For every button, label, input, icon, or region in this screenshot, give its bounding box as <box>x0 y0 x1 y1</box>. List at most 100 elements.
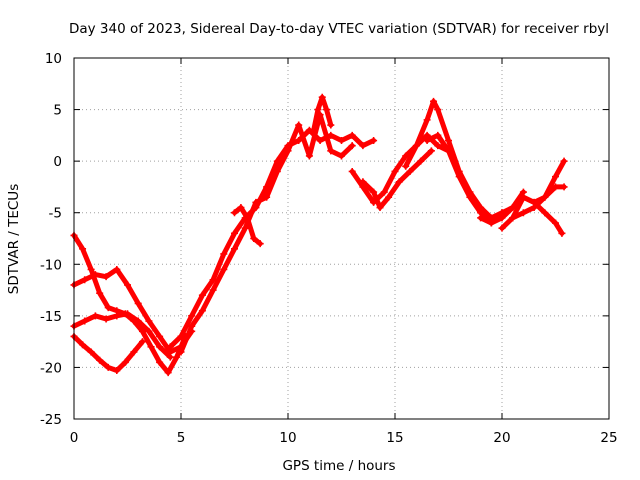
data-point <box>198 307 206 315</box>
data-point <box>327 121 335 129</box>
data-point <box>338 152 345 160</box>
data-point <box>177 332 185 340</box>
data-point <box>434 142 442 150</box>
data-point <box>130 348 138 356</box>
data-point <box>295 137 303 145</box>
data-point <box>138 327 146 335</box>
plot-area <box>70 93 568 377</box>
data-point <box>359 178 367 186</box>
chart-title: Day 340 of 2023, Sidereal Day-to-day VTE… <box>69 21 609 37</box>
data-point <box>445 137 452 145</box>
data-point <box>231 229 238 237</box>
data-point <box>188 322 196 330</box>
x-tick-label: 10 <box>279 430 296 446</box>
data-point <box>209 286 217 294</box>
data-point <box>188 312 196 320</box>
data-point <box>91 312 99 320</box>
data-point <box>552 173 559 181</box>
data-point <box>323 106 331 114</box>
data-point <box>359 142 367 150</box>
data-point <box>166 353 174 361</box>
data-point <box>156 343 164 351</box>
data-point <box>147 343 155 351</box>
data-point <box>370 188 378 196</box>
data-point <box>237 204 245 212</box>
data-point <box>477 214 485 222</box>
data-point <box>509 204 517 212</box>
series-line <box>71 266 195 355</box>
data-point <box>177 348 185 356</box>
x-tick-label: 25 <box>600 430 617 446</box>
y-tick-label: 5 <box>53 103 62 119</box>
data-point <box>113 265 121 273</box>
data-point <box>124 310 131 318</box>
data-point <box>466 193 474 201</box>
data-point <box>348 131 356 139</box>
data-point <box>220 265 228 273</box>
data-point <box>310 126 318 134</box>
x-tick-label: 0 <box>70 430 79 446</box>
data-point <box>166 343 174 351</box>
data-point <box>113 312 121 320</box>
data-point <box>423 137 431 145</box>
data-point <box>231 245 238 253</box>
data-point <box>376 204 384 212</box>
data-point <box>338 137 345 145</box>
data-point <box>391 167 399 175</box>
data-point <box>402 152 410 160</box>
data-point <box>79 341 87 349</box>
data-point <box>519 209 527 217</box>
y-tick-label: 0 <box>53 154 62 170</box>
y-tick-label: -5 <box>49 206 62 222</box>
data-point <box>455 173 463 181</box>
data-point <box>156 358 164 366</box>
data-point <box>273 157 281 165</box>
data-point <box>560 183 568 191</box>
data-point <box>519 193 527 201</box>
data-point <box>402 162 410 170</box>
data-point <box>164 369 172 377</box>
series-peak-11.5 <box>310 93 335 134</box>
data-point <box>104 363 112 371</box>
data-point <box>487 219 495 227</box>
data-point <box>263 193 271 201</box>
data-point <box>318 93 326 101</box>
data-point <box>530 198 538 206</box>
x-tick-label: 20 <box>493 430 510 446</box>
data-point <box>81 276 89 284</box>
data-point <box>434 131 442 139</box>
data-point <box>316 137 324 145</box>
data-point <box>209 276 217 284</box>
data-point <box>406 167 414 175</box>
data-point <box>380 188 388 196</box>
data-point <box>198 291 206 299</box>
series-line <box>360 148 434 211</box>
data-point <box>509 214 517 222</box>
data-point <box>134 299 142 307</box>
data-point <box>243 214 251 222</box>
data-point <box>102 315 110 323</box>
x-axis-label: GPS time / hours <box>282 458 395 474</box>
data-point <box>121 358 129 366</box>
data-point <box>370 137 378 145</box>
data-point <box>79 245 87 253</box>
data-point <box>87 348 95 356</box>
data-point <box>102 273 110 281</box>
data-point <box>427 147 435 155</box>
series-track-4 <box>70 332 146 375</box>
data-point <box>560 157 568 165</box>
data-point <box>552 219 559 227</box>
data-point <box>434 106 442 114</box>
data-point <box>156 332 164 340</box>
data-point <box>124 281 131 289</box>
data-point <box>220 250 228 258</box>
data-point <box>256 240 264 248</box>
series-dip-14-b <box>359 147 435 212</box>
data-point <box>417 157 425 165</box>
data-point <box>412 142 420 150</box>
data-point <box>173 353 181 361</box>
series-track-3 <box>70 310 174 361</box>
series-line <box>71 311 173 360</box>
data-point <box>295 121 303 129</box>
